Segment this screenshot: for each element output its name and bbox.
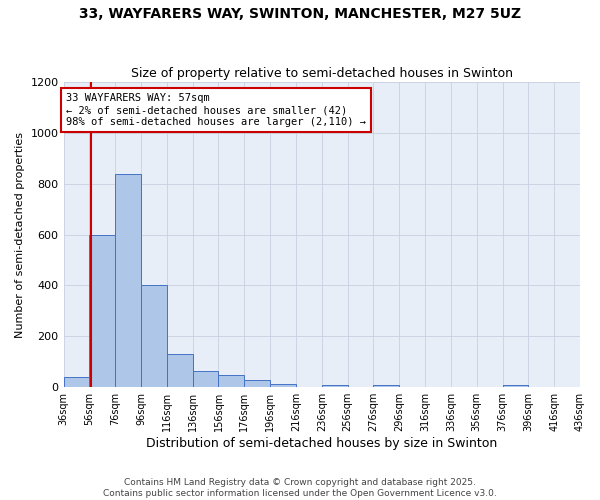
X-axis label: Distribution of semi-detached houses by size in Swinton: Distribution of semi-detached houses by … bbox=[146, 437, 497, 450]
Bar bbox=[115, 174, 141, 387]
Bar bbox=[64, 376, 89, 387]
Title: Size of property relative to semi-detached houses in Swinton: Size of property relative to semi-detach… bbox=[131, 66, 513, 80]
Bar bbox=[244, 380, 270, 387]
Bar bbox=[503, 384, 529, 387]
Text: Contains HM Land Registry data © Crown copyright and database right 2025.
Contai: Contains HM Land Registry data © Crown c… bbox=[103, 478, 497, 498]
Bar bbox=[141, 286, 167, 387]
Bar bbox=[322, 384, 347, 387]
Text: 33 WAYFARERS WAY: 57sqm
← 2% of semi-detached houses are smaller (42)
98% of sem: 33 WAYFARERS WAY: 57sqm ← 2% of semi-det… bbox=[66, 94, 366, 126]
Bar bbox=[193, 370, 218, 387]
Bar bbox=[218, 375, 244, 387]
Text: 33, WAYFARERS WAY, SWINTON, MANCHESTER, M27 5UZ: 33, WAYFARERS WAY, SWINTON, MANCHESTER, … bbox=[79, 8, 521, 22]
Y-axis label: Number of semi-detached properties: Number of semi-detached properties bbox=[15, 132, 25, 338]
Bar bbox=[89, 234, 115, 387]
Bar bbox=[373, 385, 399, 387]
Bar bbox=[167, 354, 193, 387]
Bar bbox=[270, 384, 296, 387]
